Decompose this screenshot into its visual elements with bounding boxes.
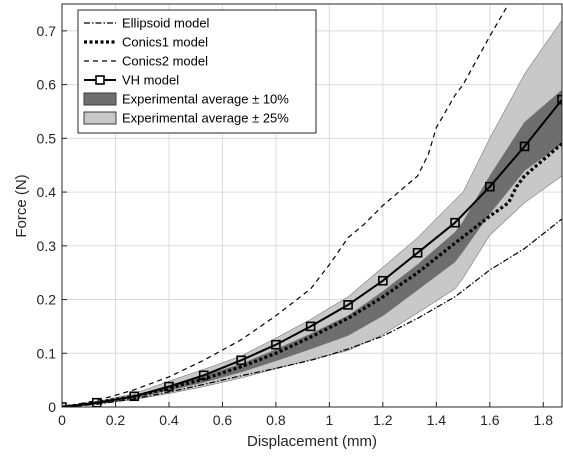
vh-marker (305, 321, 316, 332)
x-tick-label: 0 (58, 412, 66, 428)
y-axis-label: Force (N) (13, 174, 30, 237)
legend-patch-swatch (83, 111, 117, 125)
legend-box (77, 9, 317, 134)
legend-entry-label: VH model (122, 73, 179, 88)
x-tick-label: 0.2 (106, 412, 126, 428)
vh-marker (450, 217, 460, 228)
y-tick-label: 0 (48, 399, 56, 415)
y-tick-label: 0.6 (37, 77, 57, 93)
y-tick-label: 0.4 (37, 184, 57, 200)
x-tick-label: 0.4 (159, 412, 179, 428)
x-tick-label: 0.6 (213, 412, 233, 428)
y-tick-label: 0.7 (37, 23, 57, 39)
y-tick-label: 0.5 (37, 130, 57, 146)
series-line-conics2-model (62, 4, 510, 407)
series-line-ellipsoid-model (62, 218, 562, 407)
x-tick-label: 1.6 (480, 412, 500, 428)
legend-entry-label: Conics1 model (122, 35, 208, 50)
x-tick-label: 0.8 (266, 412, 286, 428)
legend-marker (95, 75, 105, 85)
band-10-percent (62, 89, 562, 407)
x-tick-label: 1.2 (373, 412, 393, 428)
legend-entry-label: Conics2 model (122, 54, 208, 69)
vh-marker (519, 141, 530, 152)
legend-patch-swatch (83, 92, 117, 106)
y-tick-label: 0.1 (37, 345, 57, 361)
x-tick-label: 1 (325, 412, 333, 428)
vh-marker (236, 355, 246, 366)
vh-marker (412, 247, 423, 258)
legend: Ellipsoid model Conics1 model Conics2 mode… (77, 9, 317, 134)
x-axis-ticks: 0 0.2 0.4 0.6 0.8 1 1.2 1.4 1.6 1.8 (58, 402, 553, 428)
series-line-vh-model (62, 98, 562, 407)
vh-marker (271, 339, 281, 350)
legend-entry-label: Experimental average ± 25% (122, 111, 289, 126)
model-lines (62, 4, 562, 407)
vh-marker (485, 181, 495, 192)
vh-marker (557, 94, 562, 105)
x-tick-label: 1.4 (427, 412, 447, 428)
plot-border (61, 3, 563, 408)
y-axis-ticks: 0 0.1 0.2 0.3 0.4 0.5 0.6 0.7 (37, 23, 67, 415)
vh-marker (378, 275, 388, 286)
vh-marker (198, 370, 209, 381)
y-tick-label: 0.2 (37, 292, 57, 308)
vh-marker (164, 381, 174, 392)
legend-entry-label: Ellipsoid model (122, 16, 210, 31)
vh-marker (343, 300, 353, 310)
x-axis-label: Displacement (mm) (247, 433, 377, 450)
vh-marker (129, 391, 139, 402)
y-tick-label: 0.3 (37, 238, 57, 254)
x-tick-label: 1.8 (534, 412, 554, 428)
legend-entry-label: Experimental average ± 10% (122, 92, 289, 107)
